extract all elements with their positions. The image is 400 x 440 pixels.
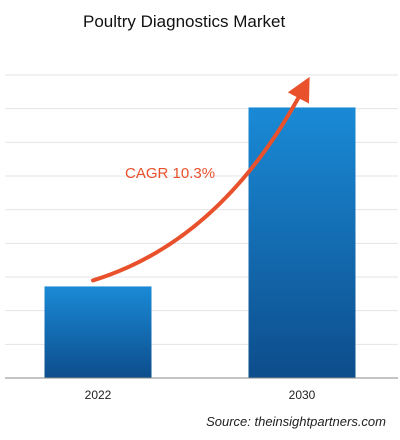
x-tick-labels: 2022 2030 xyxy=(85,388,316,402)
chart-title: Poultry Diagnostics Market xyxy=(83,12,286,31)
cagr-arrow xyxy=(91,76,310,283)
source-note: Source: theinsightpartners.com xyxy=(206,414,386,429)
bars xyxy=(44,107,356,378)
x-tick-label: 2030 xyxy=(289,388,316,402)
bar-2022 xyxy=(44,286,152,378)
x-tick-label: 2022 xyxy=(85,388,112,402)
bar-2030 xyxy=(248,107,356,378)
cagr-label: CAGR 10.3% xyxy=(125,165,215,182)
